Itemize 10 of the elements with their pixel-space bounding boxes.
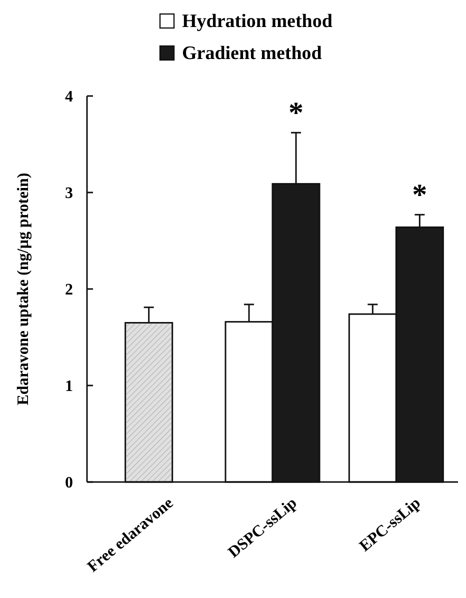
y-tick-label: 2 — [65, 282, 73, 299]
legend-label: Gradient method — [182, 43, 322, 64]
legend-label: Hydration method — [182, 11, 333, 32]
annotation: * — [288, 96, 304, 130]
annotation: * — [412, 178, 428, 212]
y-tick-label: 4 — [65, 88, 73, 106]
y-tick-label: 0 — [65, 474, 73, 492]
y-tick-label: 3 — [65, 185, 73, 202]
y-axis-title: Edaravone uptake (ng/µg protein) — [15, 172, 32, 406]
y-tick-label: 1 — [65, 378, 73, 396]
